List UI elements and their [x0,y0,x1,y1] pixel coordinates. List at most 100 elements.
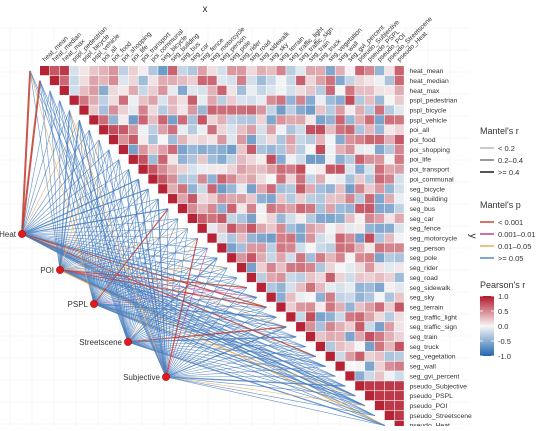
heatmap-cell [198,115,207,124]
heatmap-cell [326,312,335,321]
heatmap-cell [139,66,148,75]
heatmap-cell [217,145,226,154]
y-tick-label: seg_pole [409,255,437,262]
heatmap-cell [286,243,295,252]
heatmap-cell [267,273,276,282]
heatmap-cell [316,243,325,252]
heatmap-cell [237,194,246,203]
y-tick-label: seg_bus [409,206,435,213]
heatmap-cell [345,322,354,331]
mantel-node-label: POI [40,266,54,275]
heatmap-cell [336,312,345,321]
heatmap-cell [316,184,325,193]
heatmap-cell [139,155,148,164]
legend-mantel-p-label: 0.001–0.01 [498,230,536,239]
heatmap-cell [355,381,364,390]
heatmap-cell [395,352,404,361]
heatmap-cell [296,273,305,282]
heatmap-cell [247,194,256,203]
heatmap-cell [375,145,384,154]
y-tick-label: seg_motorcycle [409,236,457,243]
heatmap-cell [60,66,69,75]
heatmap-cell [50,66,59,75]
y-tick-label: poi_food [409,137,435,144]
heatmap-cell [326,214,335,223]
heatmap-cell [276,302,285,311]
heatmap-cell [276,194,285,203]
heatmap-cell [99,86,108,95]
heatmap-cell [247,224,256,233]
heatmap-cell [188,184,197,193]
heatmap-cell [207,174,216,183]
heatmap-cell [217,194,226,203]
heatmap-cell [355,66,364,75]
mantel-node-label: PSPL [68,300,89,309]
heatmap-cell [345,135,354,144]
heatmap-cell [70,66,79,75]
heatmap-cell [296,145,305,154]
heatmap-cell [168,86,177,95]
heatmap-cell [345,332,354,341]
heatmap-cell [119,86,128,95]
heatmap-cell [355,332,364,341]
heatmap-cell [276,293,285,302]
heatmap-cell [395,66,404,75]
heatmap-cell [158,184,167,193]
heatmap-cell [168,66,177,75]
heatmap-cell [375,125,384,134]
heatmap-cell [267,165,276,174]
heatmap-cell [257,115,266,124]
heatmap-cell [178,76,187,85]
heatmap-cell [316,293,325,302]
heatmap-cell [365,66,374,75]
heatmap-cell [375,214,384,223]
heatmap-cell [336,204,345,213]
heatmap-cell [257,86,266,95]
heatmap-cell [306,214,315,223]
heatmap-cell [326,174,335,183]
heatmap-cell [247,155,256,164]
heatmap-cell [129,135,138,144]
heatmap-cell [139,115,148,124]
heatmap-cell [316,312,325,321]
heatmap-cell [336,362,345,371]
heatmap-cell [306,165,315,174]
heatmap-cell [257,224,266,233]
x-axis-title: x [203,4,208,15]
heatmap-cell [227,233,236,242]
heatmap-cell [60,86,69,95]
heatmap-cell [345,96,354,105]
heatmap-cell [148,135,157,144]
heatmap-cell [168,125,177,134]
heatmap-cell [336,253,345,262]
heatmap-cell [395,76,404,85]
heatmap-cell [316,76,325,85]
heatmap-cell [375,381,384,390]
heatmap-cell [365,253,374,262]
heatmap-cell [296,293,305,302]
heatmap-cell [345,273,354,282]
heatmap-cell [247,243,256,252]
heatmap-cell [109,86,118,95]
heatmap-cell [365,224,374,233]
heatmap-cell [375,224,384,233]
heatmap-cell [158,155,167,164]
heatmap-cell [276,155,285,164]
heatmap-cell [158,165,167,174]
heatmap-cell [217,174,226,183]
heatmap-cell [129,125,138,134]
heatmap-cell [168,76,177,85]
heatmap-cell [395,411,404,420]
heatmap-cell [306,322,315,331]
heatmap-cell [395,165,404,174]
heatmap-cell [247,145,256,154]
heatmap-cell [395,293,404,302]
heatmap-cell [198,145,207,154]
heatmap-cell [286,165,295,174]
legend-mantel-p-label: 0.01–0.05 [498,242,531,251]
heatmap-cell [336,214,345,223]
heatmap-cell [207,224,216,233]
heatmap-cell [395,194,404,203]
heatmap-cell [257,96,266,105]
heatmap-cell [395,105,404,114]
